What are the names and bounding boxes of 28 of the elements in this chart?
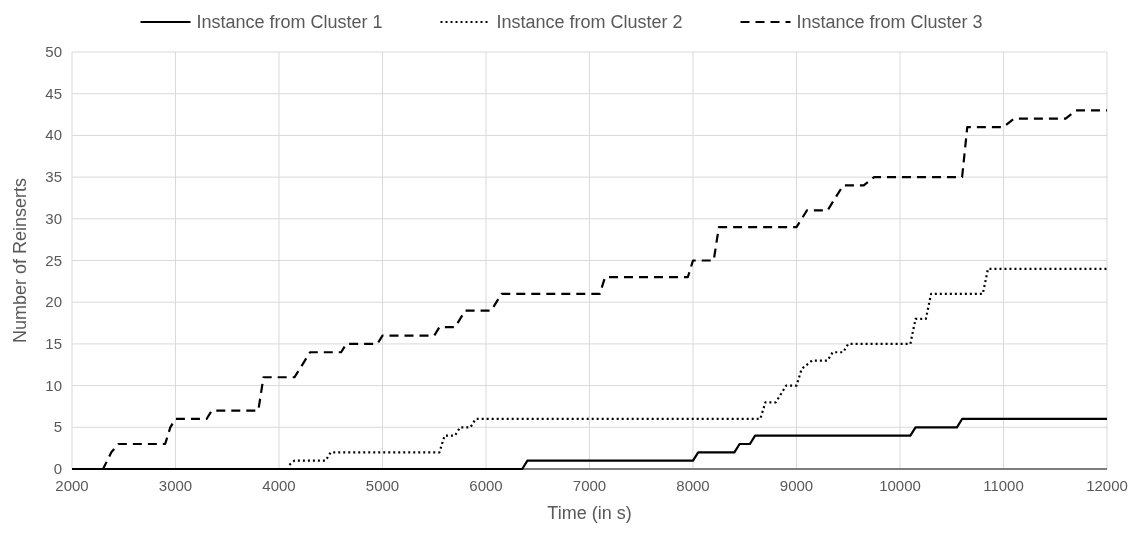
x-tick-label: 5000 bbox=[365, 477, 400, 494]
x-axis-title: Time (in s) bbox=[547, 503, 632, 523]
legend-label: Instance from Cluster 3 bbox=[796, 12, 983, 32]
legend-label: Instance from Cluster 2 bbox=[496, 12, 683, 32]
y-tick-label: 10 bbox=[45, 376, 62, 394]
y-tick-label: 15 bbox=[45, 334, 62, 352]
x-tick-label: 11000 bbox=[983, 477, 1024, 494]
y-tick-label: 45 bbox=[45, 84, 62, 102]
y-tick-label: 0 bbox=[53, 460, 62, 477]
x-tick-label: 4000 bbox=[262, 477, 296, 494]
x-tick-label: 2000 bbox=[55, 477, 89, 494]
y-tick-label: 30 bbox=[45, 209, 62, 227]
x-tick-label: 8000 bbox=[676, 477, 710, 494]
y-tick-label: 25 bbox=[45, 251, 62, 269]
y-tick-label: 50 bbox=[45, 43, 62, 60]
legend-label: Instance from Cluster 1 bbox=[196, 12, 383, 32]
x-tick-label: 9000 bbox=[779, 477, 814, 494]
x-tick-label: 7000 bbox=[572, 477, 607, 494]
x-tick-label: 10000 bbox=[879, 477, 921, 494]
y-axis-title: Number of Reinserts bbox=[10, 177, 30, 344]
line-series bbox=[288, 267, 1109, 466]
x-tick-label: 12000 bbox=[1086, 477, 1128, 494]
x-tick-label: 3000 bbox=[158, 477, 193, 494]
y-tick-label: 40 bbox=[45, 126, 62, 144]
y-tick-label: 35 bbox=[45, 168, 62, 186]
x-tick-label: 6000 bbox=[469, 477, 503, 494]
y-tick-label: 20 bbox=[45, 293, 62, 311]
y-tick-label: 5 bbox=[53, 418, 62, 436]
